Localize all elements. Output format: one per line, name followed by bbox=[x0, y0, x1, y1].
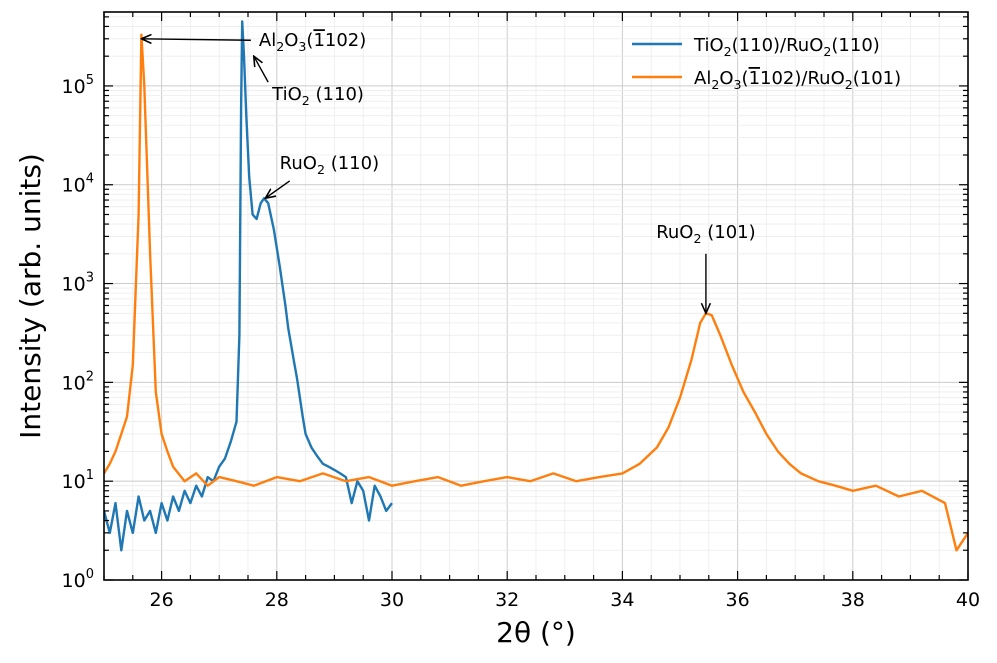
x-tick-label: 34 bbox=[610, 589, 634, 611]
legend-label-1: TiO2(110)/RuO2(110) bbox=[693, 35, 880, 59]
annotation-ruo2-110: RuO2 (110) bbox=[280, 153, 379, 177]
y-tick-label: 100 bbox=[62, 567, 94, 592]
x-tick-label: 28 bbox=[265, 589, 289, 611]
annotation-ruo2-101: RuO2 (101) bbox=[656, 222, 755, 246]
x-axis-title: 2θ (°) bbox=[496, 616, 576, 649]
tick-labels: 26 28 30 32 34 36 38 40 100 101 102 103 104 105 bbox=[62, 73, 981, 611]
axis-ticks bbox=[103, 12, 969, 581]
x-tick-label: 36 bbox=[726, 589, 750, 611]
y-tick-label: 105 bbox=[62, 73, 94, 98]
series-lines bbox=[104, 20, 968, 552]
grid-lines bbox=[103, 12, 969, 581]
y-tick-label: 104 bbox=[62, 172, 94, 197]
annotation-al2o3: Al2O3(1102) bbox=[259, 30, 366, 54]
x-tick-label: 38 bbox=[841, 589, 865, 611]
x-tick-label: 40 bbox=[956, 589, 980, 611]
x-tick-label: 26 bbox=[150, 589, 174, 611]
series-line-2 bbox=[104, 33, 968, 552]
annotation-arrow bbox=[265, 180, 291, 198]
x-tick-label: 32 bbox=[495, 589, 519, 611]
annotation-arrow bbox=[254, 56, 269, 83]
y-tick-label: 101 bbox=[62, 468, 94, 493]
y-tick-label: 103 bbox=[62, 271, 94, 296]
annotation-tio2: TiO2 (110) bbox=[271, 84, 364, 108]
x-tick-label: 30 bbox=[380, 589, 404, 611]
legend-label-2: Al2O3(1102)/RuO2(101) bbox=[694, 68, 901, 92]
series-line-1 bbox=[104, 20, 393, 552]
y-axis-title: Intensity (arb. units) bbox=[14, 153, 47, 439]
annotation-arrow bbox=[141, 39, 251, 40]
y-tick-label: 102 bbox=[62, 369, 94, 394]
legend: TiO2(110)/RuO2(110) Al2O3(1102)/RuO2(101) bbox=[632, 35, 901, 92]
peak-annotations: Al2O3(1102) TiO2 (110) RuO2 (110) RuO2 (101… bbox=[141, 30, 756, 313]
